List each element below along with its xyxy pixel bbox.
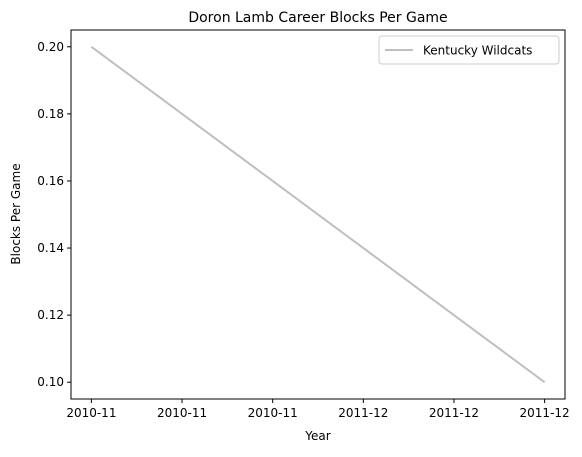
x-tick-label: 2011-12 bbox=[338, 406, 388, 420]
legend: Kentucky Wildcats bbox=[378, 35, 560, 65]
y-tick-label: 0.12 bbox=[37, 308, 64, 322]
x-axis: 2010-11 2010-11 2010-11 2011-12 2011-12 2011-… bbox=[66, 399, 570, 420]
y-axis-label: Blocks Per Game bbox=[9, 163, 23, 264]
plot-area bbox=[70, 29, 566, 400]
x-axis-label: Year bbox=[304, 429, 330, 443]
y-tick-label: 0.16 bbox=[37, 174, 64, 188]
x-tick-label: 2011-12 bbox=[520, 406, 570, 420]
y-tick-label: 0.20 bbox=[37, 40, 64, 54]
y-tick-label: 0.10 bbox=[37, 375, 64, 389]
legend-box bbox=[378, 35, 560, 65]
series-line bbox=[90, 45, 546, 384]
y-tick-label: 0.14 bbox=[37, 241, 64, 255]
y-tick-label: 0.18 bbox=[37, 107, 64, 121]
legend-label: Kentucky Wildcats bbox=[423, 44, 532, 58]
chart-title: Doron Lamb Career Blocks Per Game bbox=[188, 10, 447, 26]
series-layer bbox=[90, 45, 546, 384]
x-tick-label: 2010-11 bbox=[157, 406, 207, 420]
x-tick-label: 2010-11 bbox=[248, 406, 298, 420]
y-axis: 0.10 0.12 0.14 0.16 0.18 0.20 bbox=[37, 40, 71, 389]
x-tick-label: 2011-12 bbox=[429, 406, 479, 420]
x-tick-label: 2010-11 bbox=[66, 406, 116, 420]
